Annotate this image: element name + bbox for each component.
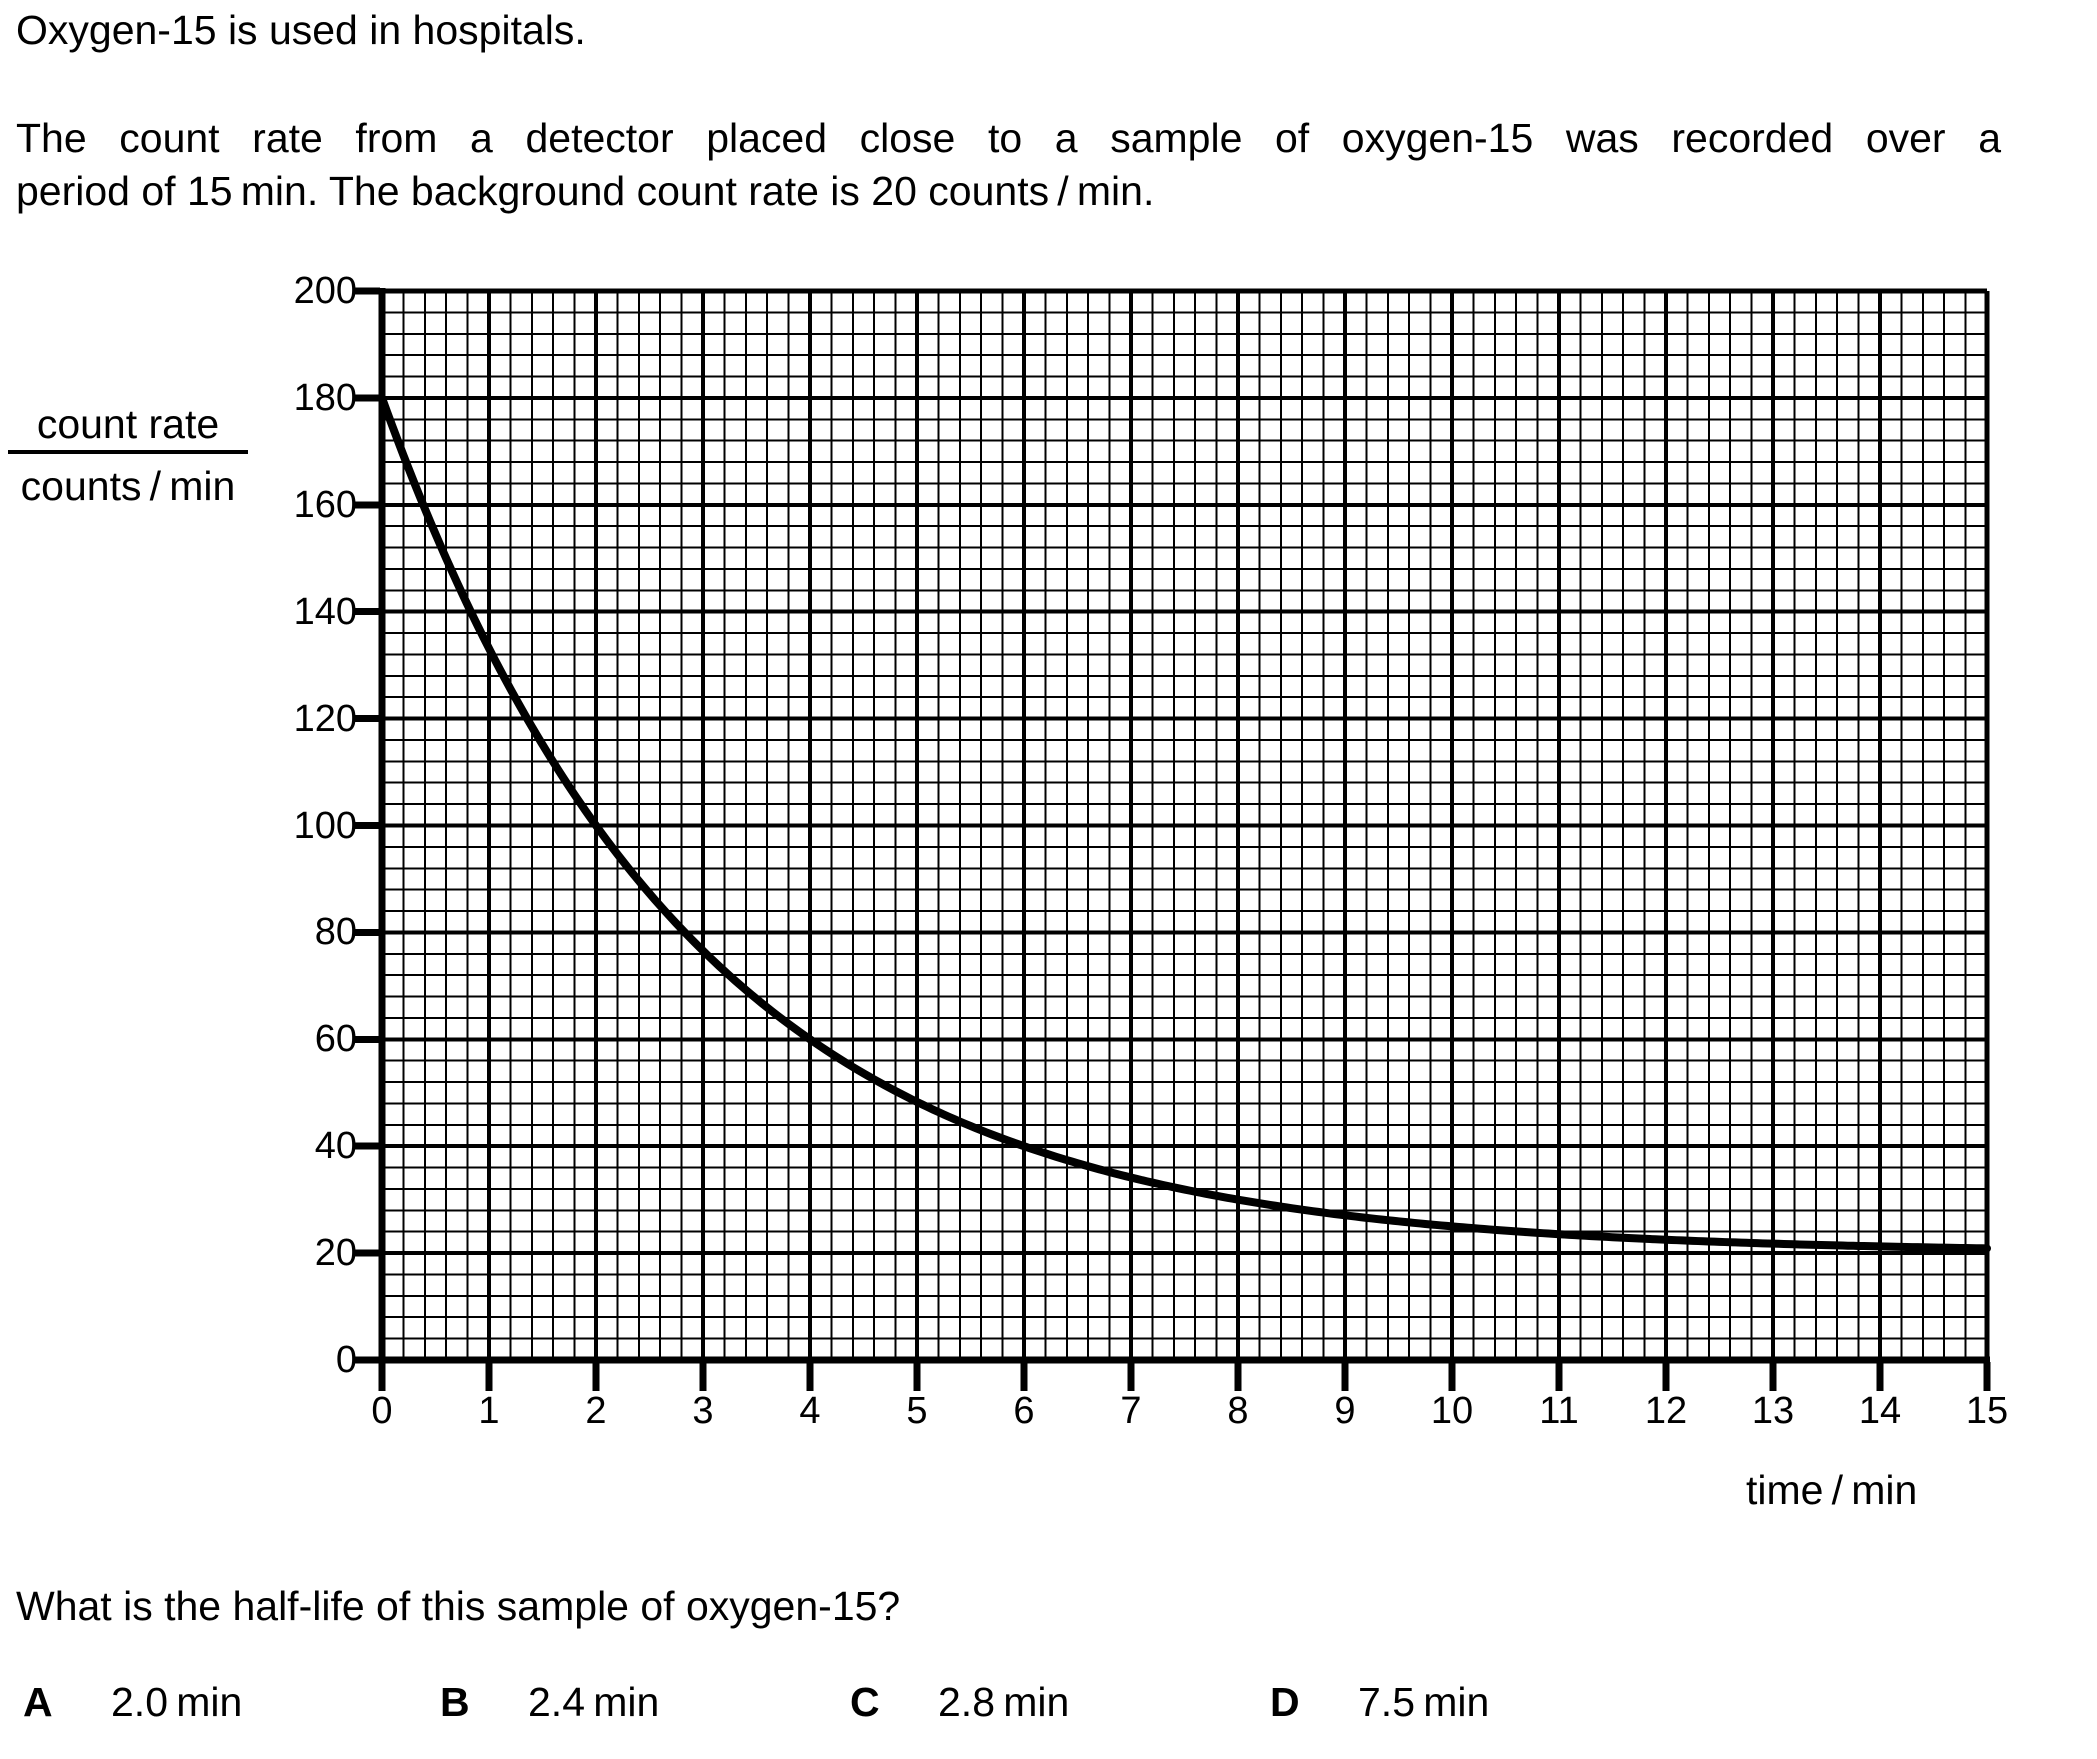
option-d-letter: D: [1270, 1679, 1300, 1725]
option-b-value: 2.4 min: [528, 1679, 660, 1725]
y-tick-label: 140: [293, 590, 357, 633]
x-tick-label: 2: [585, 1390, 607, 1432]
intro-paragraph-line2: period of 15 min. The background count r…: [16, 168, 1155, 214]
axis-ticks: [354, 287, 1991, 1391]
x-tick-label: 6: [1013, 1390, 1035, 1432]
decay-curve: [378, 393, 1991, 1253]
x-tick-label: 5: [906, 1390, 928, 1432]
y-axis-label-numerator: count rate: [36, 401, 220, 447]
y-tick-label: 80: [314, 911, 357, 954]
y-tick-label: 60: [314, 1018, 357, 1061]
option-a: A 2.0 min: [23, 1680, 242, 1724]
x-tick-label: 8: [1227, 1390, 1249, 1432]
axes: [378, 288, 1990, 1364]
x-axis-label: time / min: [1746, 1467, 1918, 1513]
intro-title: Oxygen-15 is used in hospitals.: [16, 7, 586, 53]
x-tick-label: 7: [1120, 1390, 1142, 1432]
y-tick-label: 120: [293, 697, 357, 740]
y-tick-label: 160: [293, 483, 357, 526]
fraction-bar: [8, 450, 248, 454]
x-tick-label: 4: [799, 1390, 821, 1432]
y-axis-label: count rate counts / min: [8, 402, 248, 508]
y-tick-label: 200: [293, 270, 357, 312]
option-c: C 2.8 min: [850, 1680, 1069, 1724]
option-d-value: 7.5 min: [1358, 1679, 1490, 1725]
grid-major-lines: [380, 289, 1989, 1362]
y-tick-label: 20: [314, 1232, 357, 1275]
y-tick-label: 180: [293, 376, 357, 419]
y-axis-label-denominator: counts / min: [20, 463, 236, 509]
x-tick-label: 1: [478, 1390, 500, 1432]
option-a-value: 2.0 min: [111, 1679, 243, 1725]
y-tick-label: 0: [335, 1339, 357, 1381]
x-tick-label: 13: [1751, 1390, 1795, 1432]
x-tick-label: 12: [1644, 1390, 1688, 1432]
y-tick-label: 100: [293, 804, 357, 847]
option-c-letter: C: [850, 1679, 880, 1725]
x-tick-label: 0: [371, 1390, 393, 1432]
option-d: D 7.5 min: [1270, 1680, 1489, 1724]
x-tick-label: 10: [1430, 1390, 1474, 1432]
x-tick-label: 14: [1858, 1390, 1902, 1432]
x-tick-label: 15: [1965, 1390, 2009, 1432]
y-tick-label: 40: [314, 1125, 357, 1168]
option-b-letter: B: [440, 1679, 470, 1725]
option-c-value: 2.8 min: [938, 1679, 1070, 1725]
question-text: What is the half-life of this sample of …: [16, 1583, 901, 1629]
option-a-letter: A: [23, 1679, 53, 1725]
option-b: B 2.4 min: [440, 1680, 659, 1724]
x-tick-label: 3: [692, 1390, 714, 1432]
x-tick-label: 9: [1334, 1390, 1356, 1432]
intro-paragraph: The count rate from a detector placed cl…: [16, 112, 2001, 218]
intro-paragraph-line1: The count rate from a detector placed cl…: [16, 115, 2001, 161]
x-tick-label: 11: [1539, 1390, 1579, 1432]
